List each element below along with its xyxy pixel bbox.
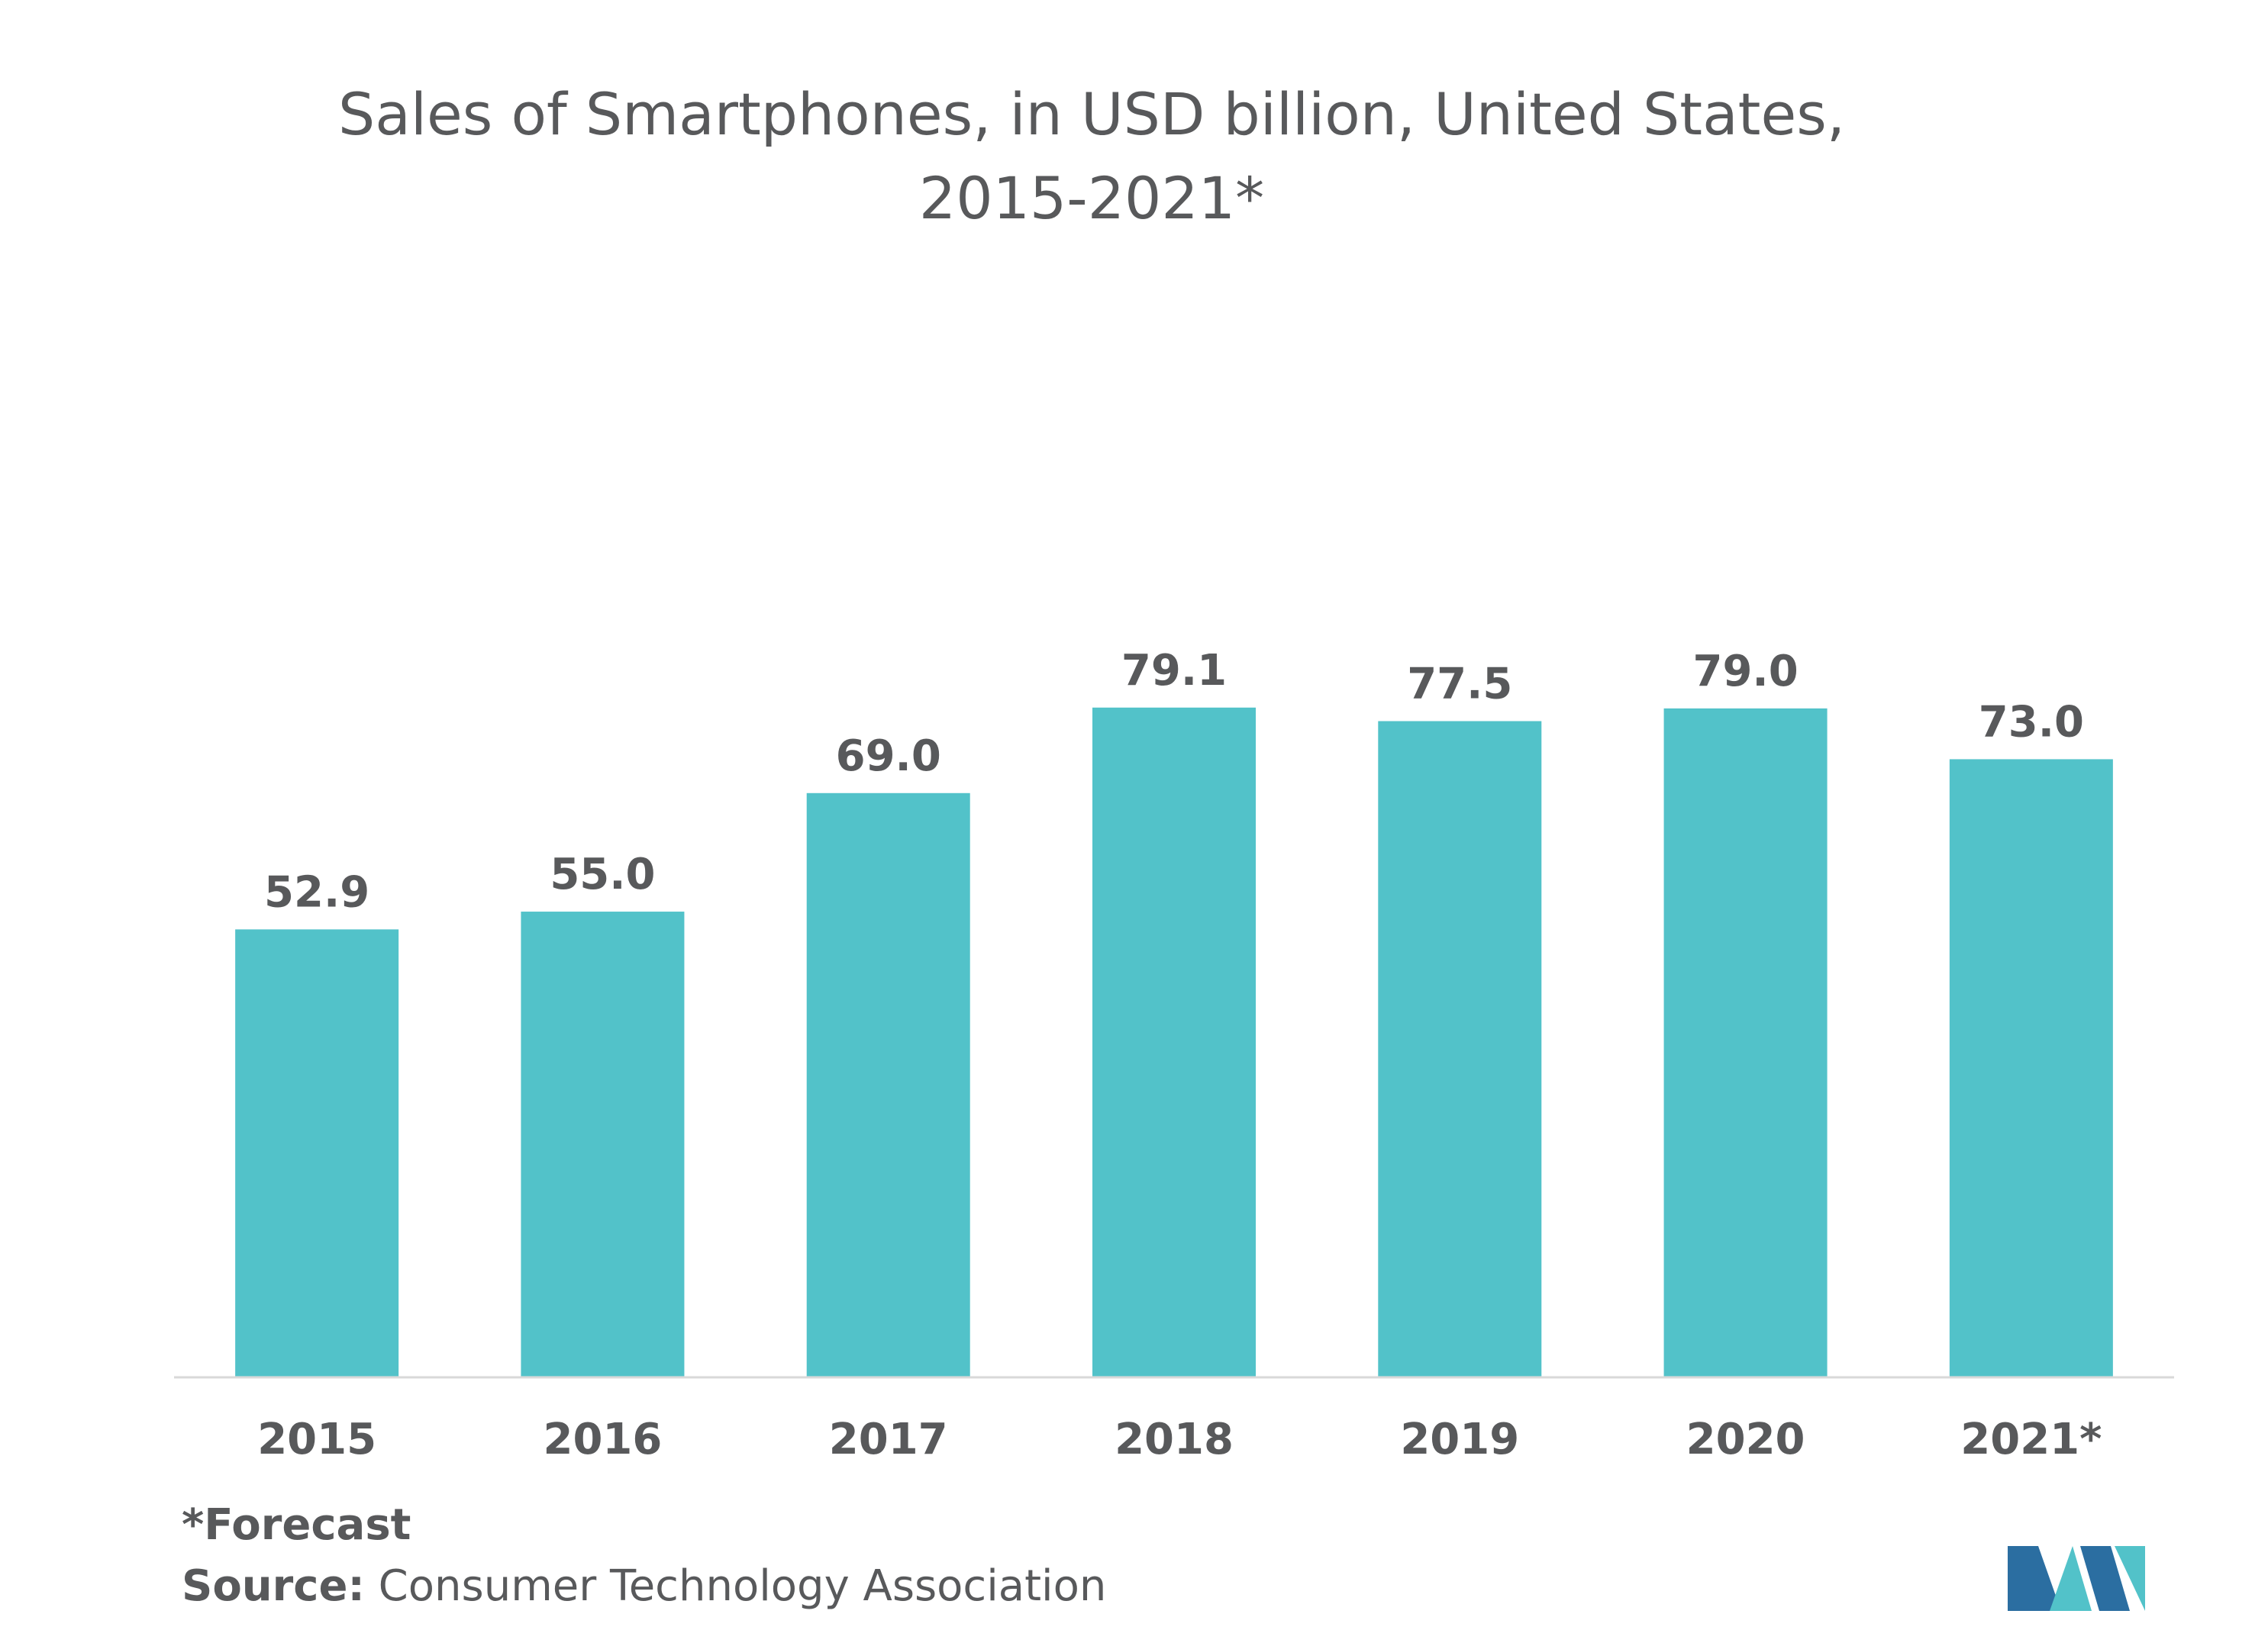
bar-2021 [1949, 759, 2113, 1377]
logo-shape-right-2 [2115, 1546, 2145, 1611]
bar-2017 [806, 792, 970, 1377]
value-label-2017: 69.0 [836, 731, 941, 781]
value-label-2018: 79.1 [1121, 646, 1227, 696]
logo-shape-left [2008, 1546, 2061, 1611]
source-text: Consumer Technology Association [378, 1561, 1107, 1611]
chart-title: Sales of Smartphones, in USD billion, Un… [0, 73, 2183, 240]
source-label: Source: [182, 1561, 365, 1611]
x-tick-label-2021: 2021* [1960, 1415, 2102, 1464]
bar-2016 [521, 912, 685, 1377]
value-label-2016: 55.0 [550, 850, 655, 899]
source-note: Source: Consumer Technology Association [182, 1561, 1106, 1611]
x-tick-label-2016: 2016 [543, 1415, 662, 1464]
bar-2015 [235, 929, 399, 1377]
bars-group [235, 707, 2113, 1377]
x-tick-label-2019: 2019 [1400, 1415, 1519, 1464]
x-tick-label-2017: 2017 [829, 1415, 948, 1464]
chart-title-line-1: Sales of Smartphones, in USD billion, Un… [338, 80, 1845, 148]
logo-shape-right-1 [2080, 1546, 2130, 1611]
x-tick-labels-group: 2015 2016 2017 2018 2019 2020 2021* [257, 1415, 2102, 1464]
value-label-2015: 52.9 [264, 867, 369, 917]
logo-shape-mid [2050, 1546, 2092, 1611]
x-tick-label-2018: 2018 [1115, 1415, 1234, 1464]
bar-2020 [1663, 708, 1828, 1377]
bar-2018 [1092, 707, 1256, 1377]
chart-title-line-2: 2015-2021* [918, 164, 1265, 232]
forecast-footnote: *Forecast [182, 1500, 411, 1550]
value-label-2021: 73.0 [1979, 697, 2084, 747]
value-label-2020: 79.0 [1692, 647, 1798, 696]
x-tick-label-2015: 2015 [257, 1415, 376, 1464]
value-label-2019: 77.5 [1407, 660, 1512, 709]
bar-2019 [1378, 721, 1542, 1377]
mordor-intelligence-logo-icon [2008, 1546, 2145, 1611]
x-tick-label-2020: 2020 [1686, 1415, 1805, 1464]
value-labels-group: 52.9 55.0 69.0 79.1 77.5 79.0 73.0 [264, 646, 2084, 918]
